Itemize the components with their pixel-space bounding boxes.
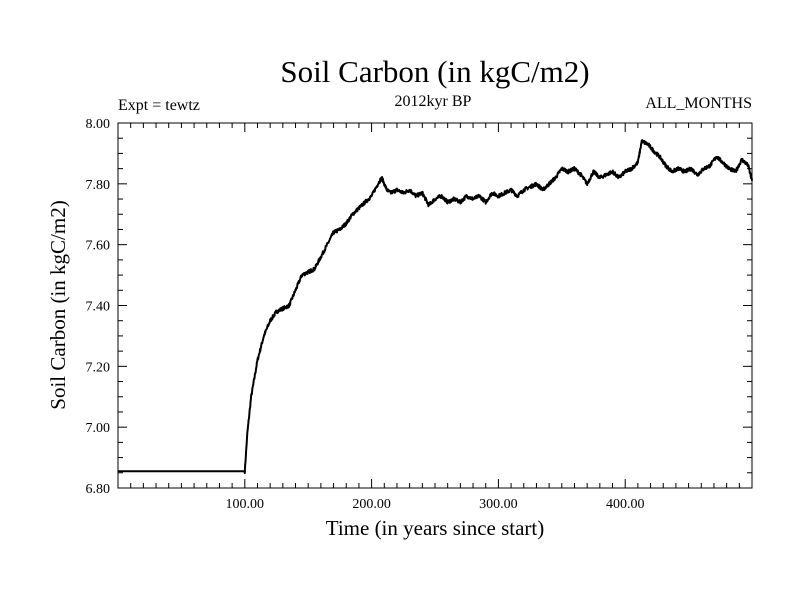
y-tick-label: 7.60 [86,239,111,254]
plot-frame [117,122,753,489]
y-tick-label: 7.00 [86,421,111,436]
y-tick-label: 7.80 [86,178,111,193]
months-label: ALL_MONTHS [645,95,752,112]
x-tick-label: 300.00 [479,497,518,512]
y-axis-label: Soil Carbon (in kgC/m2) [46,200,70,409]
y-tick-label: 7.20 [86,360,111,375]
experiment-label: Expt = tewtz [118,97,200,114]
chart-title: Soil Carbon (in kgC/m2) [280,54,589,89]
y-tick-label: 6.80 [86,482,111,497]
chart-subtitle: 2012kyr BP [395,93,472,110]
y-tick-label: 8.00 [86,117,111,132]
x-axis-label: Time (in years since start) [326,516,545,540]
axis-ticks: 100.00 200.00 300.00 400.00 6.80 7.00 7.20 7.40… [86,117,753,512]
x-tick-label: 100.00 [226,497,265,512]
x-tick-label: 400.00 [606,497,645,512]
x-tick-label: 200.00 [352,497,391,512]
series-line-soil-carbon [117,139,753,475]
y-tick-label: 7.40 [86,300,111,315]
